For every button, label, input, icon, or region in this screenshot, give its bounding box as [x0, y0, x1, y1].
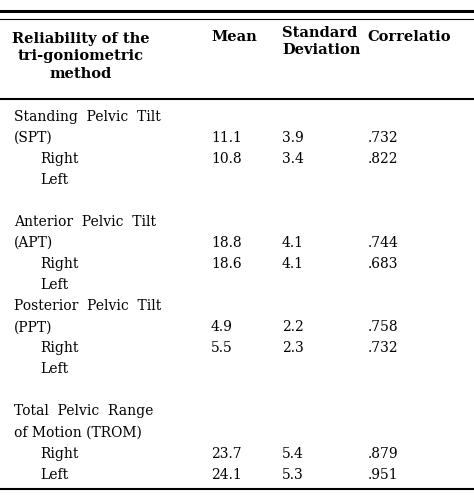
- Text: 3.4: 3.4: [282, 152, 304, 166]
- Text: .732: .732: [367, 131, 398, 145]
- Text: of Motion (TROM): of Motion (TROM): [14, 426, 142, 440]
- Text: Right: Right: [40, 446, 79, 460]
- Text: Standing  Pelvic  Tilt: Standing Pelvic Tilt: [14, 110, 161, 124]
- Text: .683: .683: [367, 257, 398, 271]
- Text: 4.9: 4.9: [211, 320, 233, 334]
- Text: 2.2: 2.2: [282, 320, 304, 334]
- Text: Left: Left: [40, 173, 68, 187]
- Text: 23.7: 23.7: [211, 446, 242, 460]
- Text: Total  Pelvic  Range: Total Pelvic Range: [14, 404, 154, 418]
- Text: Correlatio: Correlatio: [367, 30, 451, 44]
- Text: (APT): (APT): [14, 236, 54, 250]
- Text: Left: Left: [40, 362, 68, 376]
- Text: Left: Left: [40, 278, 68, 292]
- Text: Right: Right: [40, 152, 79, 166]
- Text: Right: Right: [40, 257, 79, 271]
- Text: .744: .744: [367, 236, 398, 250]
- Text: 18.8: 18.8: [211, 236, 242, 250]
- Text: .732: .732: [367, 342, 398, 355]
- Text: Standard
Deviation: Standard Deviation: [282, 26, 360, 57]
- Text: Left: Left: [40, 468, 68, 482]
- Text: 5.3: 5.3: [282, 468, 304, 482]
- Text: (SPT): (SPT): [14, 131, 53, 145]
- Text: 3.9: 3.9: [282, 131, 304, 145]
- Text: 11.1: 11.1: [211, 131, 242, 145]
- Text: .758: .758: [367, 320, 398, 334]
- Text: 4.1: 4.1: [282, 236, 304, 250]
- Text: Right: Right: [40, 342, 79, 355]
- Text: Anterior  Pelvic  Tilt: Anterior Pelvic Tilt: [14, 215, 156, 229]
- Text: 10.8: 10.8: [211, 152, 242, 166]
- Text: (PPT): (PPT): [14, 320, 53, 334]
- Text: Mean: Mean: [211, 30, 257, 44]
- Text: 18.6: 18.6: [211, 257, 242, 271]
- Text: 24.1: 24.1: [211, 468, 242, 482]
- Text: 2.3: 2.3: [282, 342, 304, 355]
- Text: 5.4: 5.4: [282, 446, 304, 460]
- Text: .822: .822: [367, 152, 398, 166]
- Text: 4.1: 4.1: [282, 257, 304, 271]
- Text: Posterior  Pelvic  Tilt: Posterior Pelvic Tilt: [14, 299, 162, 313]
- Text: Reliability of the
tri-goniometric
method: Reliability of the tri-goniometric metho…: [12, 32, 149, 81]
- Text: 5.5: 5.5: [211, 342, 233, 355]
- Text: .951: .951: [367, 468, 398, 482]
- Text: .879: .879: [367, 446, 398, 460]
